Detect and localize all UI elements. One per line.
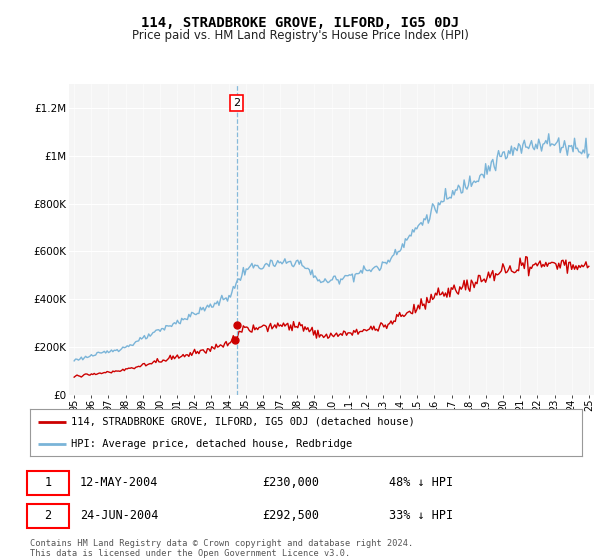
Text: £292,500: £292,500 — [262, 509, 319, 522]
Text: 114, STRADBROKE GROVE, ILFORD, IG5 0DJ: 114, STRADBROKE GROVE, ILFORD, IG5 0DJ — [141, 16, 459, 30]
Text: 48% ↓ HPI: 48% ↓ HPI — [389, 476, 453, 489]
Text: HPI: Average price, detached house, Redbridge: HPI: Average price, detached house, Redb… — [71, 438, 353, 449]
Text: 12-MAY-2004: 12-MAY-2004 — [80, 476, 158, 489]
Text: Price paid vs. HM Land Registry's House Price Index (HPI): Price paid vs. HM Land Registry's House … — [131, 29, 469, 42]
Text: 2: 2 — [233, 98, 241, 108]
Text: 33% ↓ HPI: 33% ↓ HPI — [389, 509, 453, 522]
FancyBboxPatch shape — [27, 470, 68, 495]
Text: 1: 1 — [44, 476, 52, 489]
Text: £230,000: £230,000 — [262, 476, 319, 489]
FancyBboxPatch shape — [27, 503, 68, 528]
Text: 2: 2 — [44, 509, 52, 522]
Text: 114, STRADBROKE GROVE, ILFORD, IG5 0DJ (detached house): 114, STRADBROKE GROVE, ILFORD, IG5 0DJ (… — [71, 417, 415, 427]
Text: Contains HM Land Registry data © Crown copyright and database right 2024.
This d: Contains HM Land Registry data © Crown c… — [30, 539, 413, 558]
Text: 24-JUN-2004: 24-JUN-2004 — [80, 509, 158, 522]
